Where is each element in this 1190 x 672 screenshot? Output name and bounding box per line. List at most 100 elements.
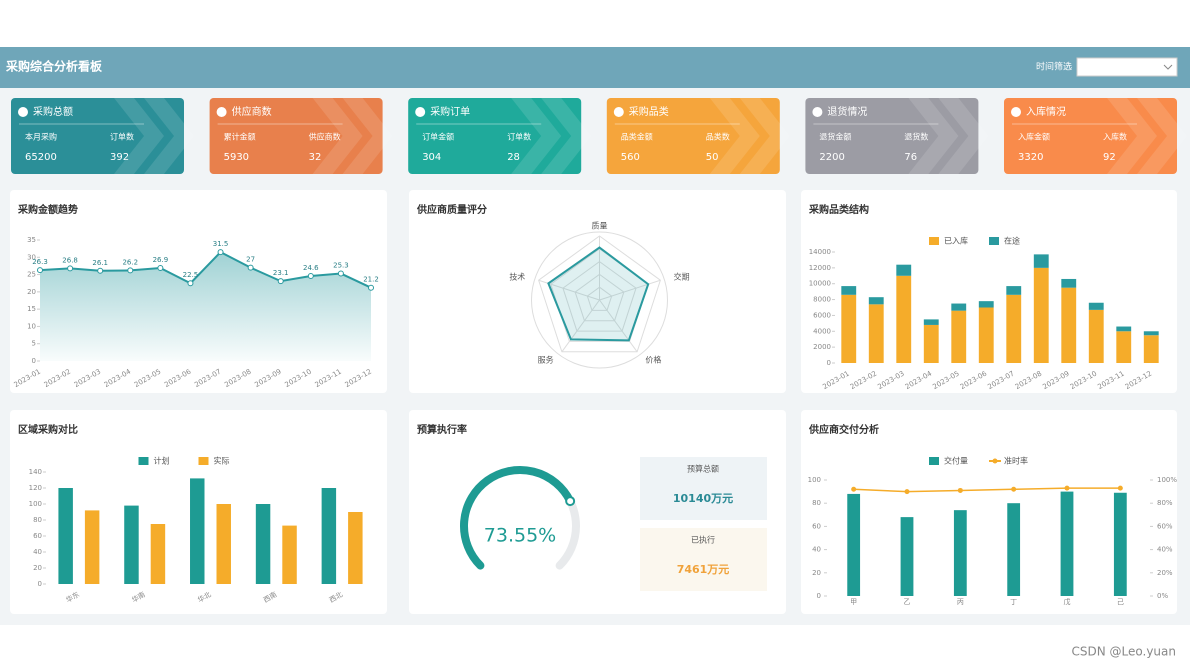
- radar-label: 技术: [509, 272, 525, 282]
- y-tick-label: 15: [27, 305, 36, 313]
- bar-segment: [1116, 331, 1132, 363]
- y-tick-label: 35: [27, 236, 36, 244]
- bar-segment: [841, 294, 857, 363]
- kpi-label: 累计金额: [224, 132, 256, 142]
- bar-segment: [896, 264, 912, 276]
- point: [904, 489, 910, 495]
- kpi-icon: [18, 107, 28, 117]
- y-tick-label: 40: [33, 548, 42, 556]
- legend-swatch: [929, 237, 939, 245]
- kpi-label: 本月采购: [25, 132, 57, 142]
- kpi-label: 供应商数: [309, 132, 341, 142]
- x-tick-label: 乙: [904, 598, 911, 606]
- bar: [900, 517, 914, 596]
- legend-label: 计划: [154, 456, 170, 466]
- bar-segment: [978, 307, 994, 363]
- y-tick-label: 80: [33, 516, 42, 524]
- select-arrow: [1163, 64, 1173, 70]
- legend-swatch: [138, 457, 149, 465]
- point: [97, 267, 104, 274]
- gauge-value: [460, 466, 575, 570]
- chart-title: 采购金额趋势: [17, 203, 78, 216]
- bar-segment: [1116, 326, 1132, 332]
- kpi-chevron: [114, 98, 194, 174]
- y-tick-label: 60%: [1157, 522, 1173, 530]
- legend-swatch: [929, 457, 939, 465]
- legend-label: 实际: [214, 456, 230, 466]
- legend-label: 已入库: [944, 236, 968, 246]
- x-tick-label: 己: [1117, 598, 1124, 606]
- radar-spoke: [599, 279, 661, 301]
- header-title: 采购综合分析看板: [5, 59, 103, 74]
- y-tick-label: 12000: [809, 264, 831, 272]
- y-tick-label: 4000: [813, 327, 831, 335]
- y-tick-label: 8000: [813, 296, 831, 304]
- y-tick-label: 20%: [1157, 569, 1173, 577]
- bar: [255, 504, 271, 584]
- x-tick-label: 甲: [850, 598, 857, 606]
- kpi-card: [408, 98, 582, 174]
- point: [1117, 485, 1123, 491]
- watermark: CSDN @Leo.yuan: [1072, 645, 1177, 659]
- data-label: 25.3: [333, 262, 349, 270]
- data-label: 26.1: [92, 259, 108, 267]
- y-tick-label: 25: [27, 271, 36, 279]
- bar: [190, 478, 205, 584]
- kpi-chevron: [312, 98, 393, 174]
- legend-label: 在途: [1004, 236, 1020, 246]
- kpi-icon: [216, 107, 227, 117]
- radar-label: 交期: [674, 272, 690, 282]
- radar-label: 质量: [592, 221, 608, 231]
- line: [39, 250, 372, 289]
- data-label: 21.2: [363, 276, 379, 284]
- kpi-label: 入库数: [1103, 132, 1127, 142]
- kpi-chevron: [511, 98, 592, 174]
- bar: [150, 524, 166, 584]
- y-tick-label: 80: [812, 499, 821, 507]
- data-label: 27: [246, 256, 255, 264]
- budget-value: 7461万元: [677, 563, 730, 576]
- kpi-card: [11, 98, 184, 174]
- kpi-label: 订单金额: [422, 132, 454, 142]
- kpi-label: 品类金额: [621, 132, 653, 142]
- y-tick-label: 0: [817, 592, 821, 600]
- kpi-chevron: [709, 98, 790, 174]
- kpi-value: 76: [904, 152, 917, 163]
- panel: [801, 190, 1177, 393]
- legend-swatch: [989, 237, 999, 245]
- y-tick-label: 20: [812, 569, 821, 577]
- bar: [1060, 491, 1074, 596]
- bar-segment: [841, 286, 857, 295]
- bar-segment: [1143, 335, 1159, 363]
- kpi-value: 32: [309, 152, 322, 163]
- data-label: 26.2: [122, 258, 138, 266]
- kpi-title: 入库情况: [1026, 105, 1066, 118]
- time-select[interactable]: [1076, 57, 1178, 77]
- budget-box: [640, 528, 767, 591]
- y-tick-label: 20: [27, 288, 36, 296]
- y-tick-label: 14000: [809, 248, 831, 256]
- bar: [216, 504, 231, 584]
- point: [127, 267, 134, 274]
- bar-segment: [1006, 286, 1022, 295]
- kpi-value: 92: [1103, 152, 1116, 163]
- bar: [348, 512, 363, 584]
- bar-segment: [868, 304, 884, 363]
- budget-box: [640, 457, 767, 520]
- y-tick-label: 2000: [813, 343, 831, 351]
- kpi-value: 560: [621, 152, 640, 163]
- point: [277, 278, 284, 285]
- y-tick-label: 5: [32, 340, 36, 348]
- kpi-icon: [613, 107, 624, 117]
- kpi-icon: [812, 107, 823, 117]
- radar-label: 价格: [645, 354, 661, 364]
- y-tick-label: 0: [827, 359, 831, 367]
- radar-area: [547, 246, 650, 342]
- bar: [124, 505, 139, 584]
- kpi-value: 50: [706, 152, 719, 163]
- radar-ring: [562, 260, 637, 332]
- y-tick-label: 100: [29, 500, 42, 508]
- x-tick-label: 戊: [1064, 597, 1071, 606]
- legend-swatch: [992, 458, 998, 464]
